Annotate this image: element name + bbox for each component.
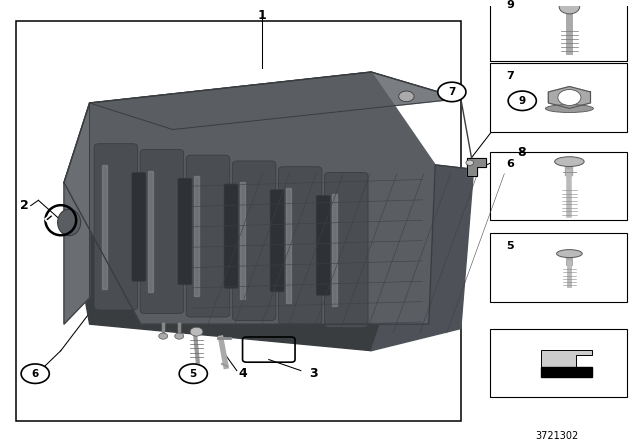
FancyBboxPatch shape: [278, 167, 322, 324]
Polygon shape: [90, 72, 461, 129]
FancyBboxPatch shape: [316, 195, 330, 295]
Polygon shape: [541, 349, 592, 367]
Polygon shape: [102, 165, 107, 289]
Circle shape: [21, 364, 49, 383]
FancyBboxPatch shape: [270, 190, 284, 292]
FancyBboxPatch shape: [178, 178, 192, 285]
Circle shape: [559, 0, 580, 14]
Ellipse shape: [58, 209, 81, 236]
Ellipse shape: [557, 250, 582, 258]
Text: 2: 2: [20, 199, 29, 212]
Bar: [490, 233, 627, 302]
Bar: [490, 152, 627, 220]
Polygon shape: [240, 182, 245, 299]
Polygon shape: [148, 171, 153, 292]
Polygon shape: [541, 367, 592, 377]
Polygon shape: [286, 188, 291, 303]
Polygon shape: [371, 165, 474, 351]
Text: 8: 8: [517, 146, 526, 159]
Text: 1: 1: [258, 9, 267, 22]
Text: 3721302: 3721302: [535, 431, 579, 441]
FancyBboxPatch shape: [132, 172, 146, 281]
Circle shape: [466, 160, 474, 165]
Text: 4: 4: [239, 367, 248, 380]
Ellipse shape: [545, 104, 593, 112]
FancyBboxPatch shape: [186, 155, 230, 317]
Text: 7: 7: [448, 87, 456, 97]
Circle shape: [175, 333, 184, 339]
Polygon shape: [332, 194, 337, 306]
Polygon shape: [64, 103, 90, 324]
Circle shape: [399, 91, 414, 102]
Polygon shape: [467, 158, 486, 176]
Polygon shape: [64, 72, 435, 324]
Circle shape: [159, 333, 168, 339]
FancyBboxPatch shape: [232, 161, 276, 321]
Circle shape: [508, 91, 536, 111]
Circle shape: [179, 364, 207, 383]
FancyBboxPatch shape: [224, 184, 238, 289]
FancyBboxPatch shape: [140, 150, 184, 314]
Text: 6: 6: [31, 369, 39, 379]
Circle shape: [190, 327, 203, 336]
FancyBboxPatch shape: [324, 172, 368, 327]
Text: 5: 5: [189, 369, 197, 379]
Text: 3: 3: [309, 367, 318, 380]
Bar: [490, 63, 627, 132]
Polygon shape: [64, 147, 435, 351]
Bar: [490, 328, 627, 397]
Ellipse shape: [555, 157, 584, 167]
Text: 9: 9: [506, 0, 514, 10]
Text: 6: 6: [506, 159, 514, 169]
Polygon shape: [194, 177, 199, 296]
Circle shape: [438, 82, 466, 102]
Circle shape: [558, 90, 581, 105]
Polygon shape: [548, 86, 591, 108]
Text: 5: 5: [506, 241, 514, 251]
Text: 9: 9: [518, 96, 526, 106]
Bar: [16, 21, 461, 422]
Text: 7: 7: [506, 71, 514, 81]
Bar: [490, 0, 627, 61]
FancyBboxPatch shape: [94, 144, 138, 310]
